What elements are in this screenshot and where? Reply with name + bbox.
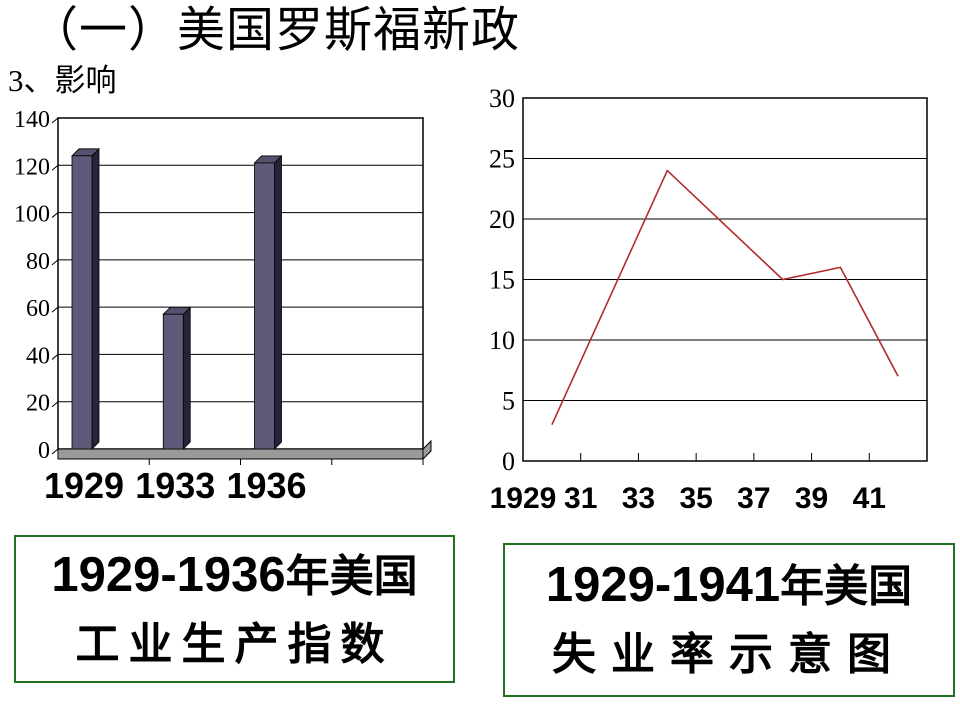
y-axis-label: 5 <box>502 387 515 416</box>
caption-year-range: 1929-1941 <box>545 558 781 612</box>
x-axis-label: 33 <box>622 482 655 515</box>
x-axis-label: 1936 <box>226 465 306 506</box>
y-axis-tick <box>51 259 59 266</box>
unemployment-rate-line <box>551 169 899 426</box>
caption-year-range: 1929-1936 <box>51 548 286 602</box>
y-axis-tick <box>51 354 59 360</box>
y-axis-tick <box>51 448 59 455</box>
y-axis-tick <box>51 401 59 408</box>
y-axis-label: 30 <box>489 84 515 113</box>
caption-line-1: 1929-1936年美国 <box>16 543 453 607</box>
y-axis-tick <box>51 164 59 171</box>
caption-unemployment: 1929-1941年美国 失业率示意图 <box>503 543 955 697</box>
y-axis-label: 0 <box>502 447 515 476</box>
y-axis-tick <box>51 306 59 313</box>
x-axis-label: 35 <box>679 482 712 515</box>
caption-industrial-production: 1929-1936年美国 工业生产指数 <box>14 535 455 683</box>
plot-area <box>57 117 424 450</box>
section-label: 3、影响 <box>8 63 117 98</box>
industrial-production-bar-chart: 0 20 40 60 80 100 120 140 1929 1933 1936 <box>14 108 432 506</box>
bar-1936 <box>254 162 275 450</box>
chart-floor <box>57 448 424 460</box>
y-axis-tick <box>51 117 59 124</box>
chart-floor-corner <box>422 439 432 461</box>
x-axis-label: 41 <box>853 482 886 515</box>
x-axis-label: 39 <box>795 482 828 515</box>
y-axis-label: 80 <box>26 249 50 275</box>
y-axis-tick <box>51 212 59 218</box>
bar-side-1933 <box>182 306 191 450</box>
y-axis-label: 40 <box>26 343 50 369</box>
bar-1929 <box>71 155 93 450</box>
bar-side-1929 <box>91 147 100 450</box>
x-axis-label: 31 <box>564 482 597 515</box>
y-axis-label: 120 <box>14 154 50 180</box>
caption-subject: 工业生产指数 <box>75 620 394 669</box>
y-axis-label: 100 <box>14 202 50 228</box>
caption-subject: 失业率示意图 <box>552 630 906 679</box>
caption-line-1: 1929-1941年美国 <box>505 553 953 617</box>
y-axis-label: 15 <box>489 266 515 295</box>
bar-1933 <box>162 313 184 450</box>
bar-side-1936 <box>274 154 282 450</box>
x-axis-label: 1929 <box>490 482 557 515</box>
y-axis-label: 140 <box>14 108 50 133</box>
caption-country-suffix: 年美国 <box>285 552 418 601</box>
caption-country-suffix: 年美国 <box>780 562 913 611</box>
unemployment-line-chart: 0 5 10 15 20 25 30 1929 31 33 35 37 39 41 <box>489 84 928 515</box>
page-title: （一）美国罗斯福新政 <box>30 4 521 57</box>
y-axis-label: 20 <box>489 205 515 234</box>
y-axis-label: 60 <box>26 296 50 322</box>
x-axis-label: 1933 <box>135 465 215 506</box>
y-axis-label: 25 <box>489 145 515 174</box>
y-axis-label: 0 <box>38 438 50 464</box>
x-axis-label: 37 <box>737 482 770 515</box>
x-axis-label: 1929 <box>44 465 124 506</box>
y-axis-label: 10 <box>489 326 515 355</box>
y-axis-label: 20 <box>26 391 50 417</box>
